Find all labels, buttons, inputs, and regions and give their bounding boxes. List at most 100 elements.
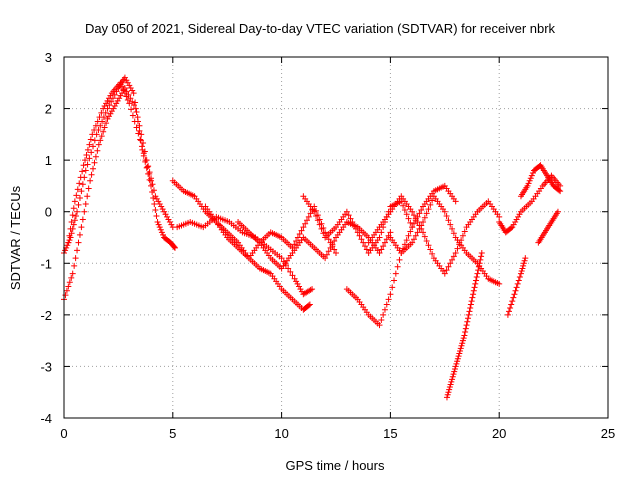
data-point [441, 208, 448, 215]
data-point [313, 213, 320, 220]
x-tick-label: 10 [274, 426, 288, 441]
data-point [412, 232, 419, 239]
data-point [461, 332, 468, 339]
data-point [314, 217, 321, 224]
series-track-3 [65, 79, 155, 246]
data-point [307, 286, 314, 293]
data-point [427, 246, 434, 253]
data-point [110, 105, 117, 112]
data-point [383, 236, 390, 243]
data-point [405, 232, 412, 239]
x-tick-label: 20 [492, 426, 506, 441]
data-point [291, 275, 298, 282]
data-point [71, 217, 78, 224]
data-point [130, 102, 137, 109]
data-point [66, 279, 73, 286]
data-point [123, 93, 130, 100]
data-point [514, 280, 521, 287]
data-point [82, 167, 89, 174]
data-point [120, 86, 127, 93]
data-point [156, 224, 163, 231]
data-point [153, 213, 160, 220]
data-point [473, 274, 480, 281]
data-point [519, 265, 526, 272]
data-point [448, 378, 455, 385]
data-point [86, 155, 93, 162]
data-point [447, 221, 454, 228]
data-point [95, 141, 102, 148]
data-point [446, 384, 453, 391]
data-point [468, 298, 475, 305]
data-point [128, 106, 135, 113]
data-point [89, 131, 96, 138]
data-point [412, 215, 419, 222]
data-point [394, 263, 401, 270]
data-point [554, 208, 561, 215]
data-point [449, 376, 456, 383]
series-track-6 [202, 203, 339, 262]
data-point [451, 366, 458, 373]
series-track-7 [235, 219, 394, 272]
data-point [459, 340, 466, 347]
data-point [405, 215, 412, 222]
data-point [69, 270, 76, 277]
data-point [396, 256, 403, 263]
data-point [318, 225, 325, 232]
data-point [311, 208, 318, 215]
data-point [104, 115, 111, 122]
data-point [123, 77, 130, 84]
data-point [144, 164, 151, 171]
data-point [376, 322, 383, 329]
data-point [360, 239, 367, 246]
data-point [462, 325, 469, 332]
data-point [302, 220, 309, 227]
data-point [410, 212, 417, 219]
data-point [376, 234, 383, 241]
data-point [119, 83, 126, 90]
data-point [453, 360, 460, 367]
data-point [456, 350, 463, 357]
series-track-14 [504, 255, 529, 318]
data-point [92, 153, 99, 160]
y-tick-label: 2 [45, 102, 52, 117]
data-point [462, 329, 469, 336]
data-point [525, 180, 532, 187]
y-tick-label: -2 [40, 308, 52, 323]
data-point [391, 277, 398, 284]
data-point [407, 219, 414, 226]
data-point [133, 124, 140, 131]
data-point [444, 391, 451, 398]
data-point [425, 242, 432, 249]
data-point [401, 241, 408, 248]
data-point [409, 239, 416, 246]
data-point [91, 127, 98, 134]
data-point [454, 245, 461, 252]
data-point [471, 284, 478, 291]
data-point [469, 294, 476, 301]
data-point [296, 231, 303, 238]
data-point [79, 216, 86, 223]
data-point [74, 186, 81, 193]
data-point [171, 243, 178, 250]
data-point [320, 230, 327, 237]
data-point [72, 255, 79, 262]
data-point [90, 143, 97, 150]
data-point [345, 212, 352, 219]
data-point [467, 301, 474, 308]
y-tick-label: -3 [40, 359, 52, 374]
data-point [528, 172, 535, 179]
x-tick-label: 25 [601, 426, 615, 441]
data-point [155, 198, 162, 205]
data-point [557, 182, 564, 189]
data-point [82, 200, 89, 207]
data-point [380, 311, 387, 318]
data-point [69, 212, 76, 219]
x-tick-label: 15 [383, 426, 397, 441]
data-point [458, 342, 465, 349]
series-track-1 [61, 74, 178, 256]
data-point [77, 174, 84, 181]
data-point [132, 99, 139, 106]
data-point [524, 182, 531, 189]
data-point [351, 222, 358, 229]
